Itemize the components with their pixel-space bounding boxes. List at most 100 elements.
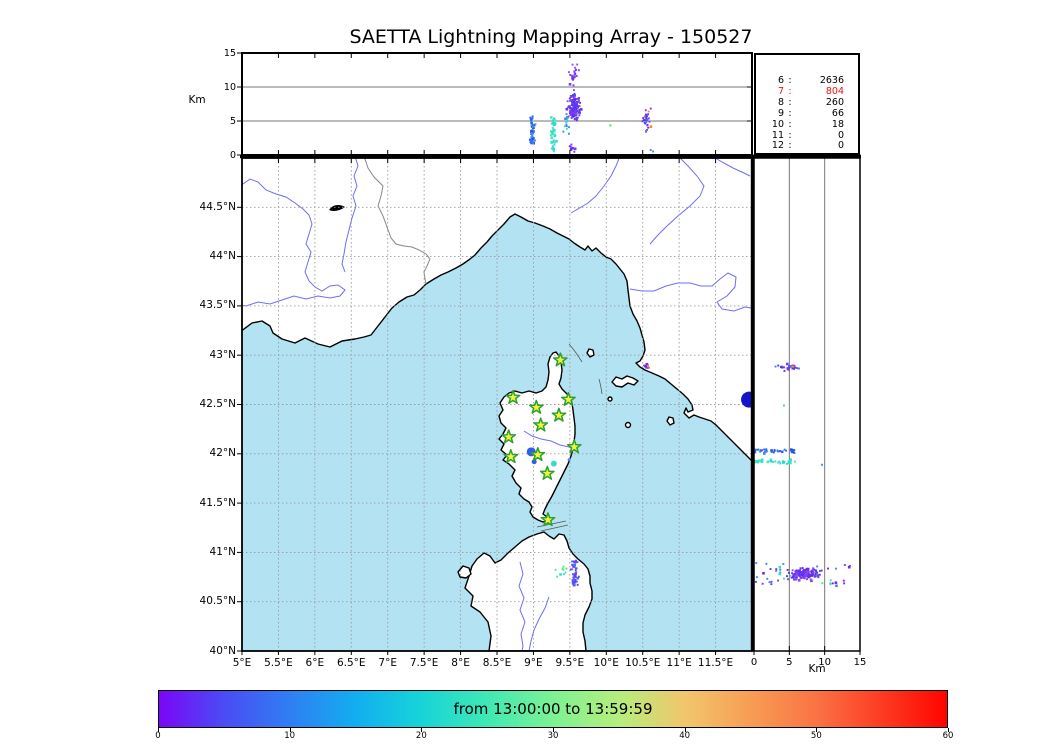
- lightning-point: [820, 569, 823, 572]
- lightning-point: [754, 460, 757, 464]
- lightning-point: [811, 574, 814, 577]
- lightning-point: [566, 118, 569, 121]
- lightning-point: [778, 565, 782, 569]
- lightning-point: [770, 580, 773, 583]
- lightning-point: [572, 105, 575, 108]
- lightning-point: [798, 573, 801, 576]
- lightning-point: [816, 574, 820, 577]
- lightning-point: [564, 117, 567, 120]
- lightning-point: [571, 579, 574, 582]
- lightning-point: [789, 459, 792, 462]
- longitude-tick: 6.5°E: [336, 657, 366, 669]
- lightning-point: [790, 448, 793, 451]
- lightning-point: [579, 108, 583, 111]
- lightning-point: [577, 101, 579, 103]
- lightning-point: [575, 119, 578, 122]
- lightning-point: [785, 462, 788, 465]
- longitude-tick: 7.5°E: [409, 657, 439, 669]
- colorbar-tickmark: [289, 728, 291, 732]
- lightning-point: [804, 574, 807, 577]
- lightning-point: [576, 561, 579, 564]
- stats-value: 18: [831, 118, 844, 130]
- lightning-point: [553, 120, 556, 123]
- lightning-point: [609, 124, 612, 127]
- lightning-point: [573, 74, 576, 77]
- lightning-point: [571, 568, 574, 571]
- altitude-longitude-panel: [242, 63, 752, 153]
- lightning-point: [569, 112, 572, 114]
- lightning-point: [532, 123, 536, 127]
- lightning-point: [788, 364, 790, 367]
- lightning-point: [642, 117, 645, 119]
- lightning-point: [792, 575, 795, 578]
- lightning-point: [571, 63, 574, 66]
- lightning-point: [813, 568, 815, 571]
- source-count-table: 6:2636 7:804 8:260 9:66 10:18 11:0 12:0: [754, 53, 860, 155]
- lightning-point: [534, 123, 537, 126]
- lightning-point: [762, 572, 765, 575]
- lightning-point: [803, 572, 805, 574]
- map-panel: [242, 158, 752, 651]
- lightning-point: [573, 150, 576, 153]
- longitude-tick: 5.5°E: [264, 657, 293, 669]
- lightning-point: [759, 449, 762, 452]
- longitude-tick: 5°E: [232, 657, 252, 669]
- lightning-point: [573, 89, 575, 92]
- lightning-point: [573, 564, 576, 567]
- lightning-point: [572, 78, 574, 81]
- lightning-point: [574, 567, 577, 570]
- lightning-point: [765, 448, 768, 451]
- lightning-point: [551, 145, 554, 148]
- lightning-point: [805, 573, 808, 576]
- lightning-point: [571, 582, 574, 585]
- lightning-point: [787, 460, 790, 463]
- lightning-point: [577, 97, 580, 100]
- lightning-point: [791, 572, 793, 575]
- stats-key: 9: [777, 107, 784, 119]
- lightning-point: [645, 121, 648, 124]
- lightning-point: [652, 150, 654, 153]
- lightning-point: [531, 115, 534, 118]
- lightning-point: [755, 562, 758, 564]
- lightning-point: [570, 149, 572, 151]
- lightning-point: [777, 461, 779, 464]
- lightning-point: [807, 575, 810, 578]
- lightning-point: [790, 365, 793, 368]
- lightning-point: [821, 582, 824, 585]
- lightning-point: [765, 562, 768, 565]
- lightning-point: [803, 577, 806, 579]
- lightning-point: [815, 570, 817, 573]
- lightning-point: [772, 461, 774, 463]
- lightning-point: [847, 565, 851, 569]
- colorbar-tickmark: [553, 728, 554, 732]
- lightning-point: [779, 450, 781, 452]
- latitude-tick: 44.5°N: [199, 200, 236, 213]
- lightning-point: [570, 143, 573, 146]
- lightning-point: [576, 63, 579, 66]
- lightning-point: [793, 460, 796, 463]
- lightning-point: [531, 135, 534, 138]
- lightning-point: [578, 114, 581, 117]
- lightning-point: [565, 567, 568, 570]
- lightning-point: [574, 72, 577, 75]
- lightning-point: [572, 576, 575, 579]
- time-colorbar: [158, 690, 948, 728]
- elba-island: [611, 375, 639, 388]
- pianosa-island: [607, 396, 613, 402]
- lightning-point: [577, 69, 580, 72]
- lightning-point: [769, 568, 772, 570]
- lightning-point: [785, 362, 789, 366]
- lightning-point: [552, 141, 555, 144]
- lightning-point: [647, 113, 650, 116]
- lightning-point: [568, 97, 571, 100]
- lightning-point: [532, 127, 534, 130]
- lightning-point: [813, 574, 816, 577]
- lightning-point: [806, 578, 808, 581]
- top-panel-ylabel: Km: [188, 94, 206, 106]
- lightning-point: [572, 108, 575, 111]
- right-panel-xtick: 15: [853, 657, 867, 668]
- lightning-point: [791, 569, 794, 572]
- lightning-point: [572, 104, 575, 107]
- lightning-point: [821, 463, 823, 466]
